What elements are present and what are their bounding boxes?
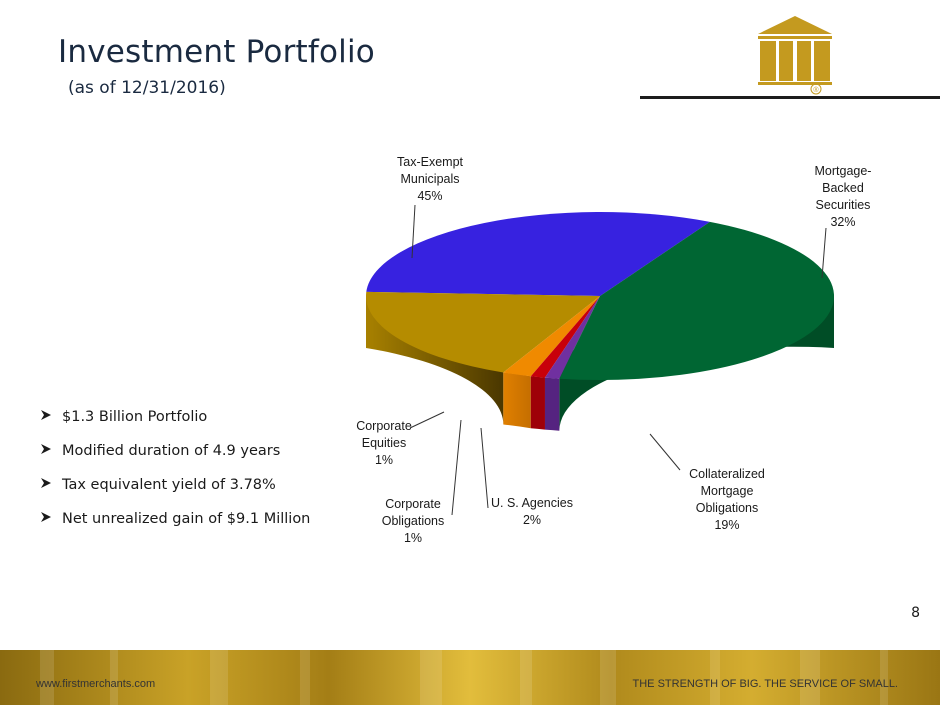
data-label-value-corporate-equities: 1% <box>375 453 393 467</box>
data-label-text-corporate-equities: Corporate <box>356 419 412 433</box>
pie-side-corporate-obligations <box>530 376 545 430</box>
data-label-text-corporate-obligations: Obligations <box>382 514 445 528</box>
data-label-text-corporate-equities: Equities <box>362 436 406 450</box>
pie-slice-corporate-equities <box>544 296 600 379</box>
data-label-value-us-agencies: 2% <box>523 513 541 527</box>
bullet-item: Tax equivalent yield of 3.78% <box>40 468 310 502</box>
pie-side-corporate-equities <box>544 377 560 431</box>
data-label-value-corporate-obligations: 1% <box>404 531 422 545</box>
leader-line-tax-exempt-municipals <box>411 204 416 259</box>
data-label-text-tax-exempt-municipals: Municipals <box>400 172 459 186</box>
data-label-text-us-agencies: U. S. Agencies <box>491 496 573 510</box>
building-logo-icon: ® <box>750 14 840 101</box>
arrow-bullet-icon <box>40 409 62 425</box>
registered-mark: ® <box>813 86 819 94</box>
leader-line-cmo <box>649 433 681 471</box>
data-label-text-mbs: Mortgage- <box>815 164 872 178</box>
data-label-text-cmo: Obligations <box>696 501 759 515</box>
bullet-item: $1.3 Billion Portfolio <box>40 400 310 434</box>
bullet-text: Modified duration of 4.9 years <box>62 443 281 459</box>
footer-tagline: THE STRENGTH OF BIG. THE SERVICE OF SMAL… <box>632 678 898 690</box>
arrow-bullet-icon <box>40 443 62 459</box>
pie-side-us-agencies <box>503 372 531 429</box>
bullet-item: Modified duration of 4.9 years <box>40 434 310 468</box>
leader-line-corporate-equities <box>409 411 445 429</box>
data-label-value-cmo: 19% <box>714 518 739 532</box>
pie-slice-mbs <box>366 211 710 296</box>
arrow-bullet-icon <box>40 511 62 527</box>
footer-url[interactable]: www.firstmerchants.com <box>36 678 156 690</box>
bullet-text: $1.3 Billion Portfolio <box>62 409 208 425</box>
data-label-value-mbs: 32% <box>830 215 855 229</box>
bullet-text: Net unrealized gain of $9.1 Million <box>62 511 311 527</box>
pie-slice-cmo <box>366 291 600 373</box>
footer-band <box>0 650 940 705</box>
page-number: 8 <box>911 605 920 621</box>
arrow-bullet-icon <box>40 477 62 493</box>
pie-slice-corporate-obligations <box>530 296 600 378</box>
leader-line-mbs <box>821 227 827 279</box>
leader-line-us-agencies <box>480 427 489 509</box>
bullet-list: $1.3 Billion Portfolio Modified duration… <box>40 400 310 536</box>
data-label-text-mbs: Securities <box>816 198 871 212</box>
pie-slice-us-agencies <box>503 296 600 377</box>
data-label-text-tax-exempt-municipals: Tax-Exempt <box>397 155 464 169</box>
data-label-value-tax-exempt-municipals: 45% <box>417 189 442 203</box>
data-label-text-cmo: Mortgage <box>701 484 754 498</box>
page-title: Investment Portfolio <box>58 34 375 70</box>
data-label-text-cmo: Collateralized <box>689 467 765 481</box>
page-subtitle: (as of 12/31/2016) <box>68 78 226 98</box>
data-label-text-mbs: Backed <box>822 181 864 195</box>
bullet-item: Net unrealized gain of $9.1 Million <box>40 502 310 536</box>
bullet-text: Tax equivalent yield of 3.78% <box>62 477 276 493</box>
leader-line-corporate-obligations <box>451 419 462 516</box>
data-label-text-corporate-obligations: Corporate <box>385 497 441 511</box>
pie-slice-tax-exempt-municipals <box>559 221 834 380</box>
header-rule <box>640 96 940 99</box>
